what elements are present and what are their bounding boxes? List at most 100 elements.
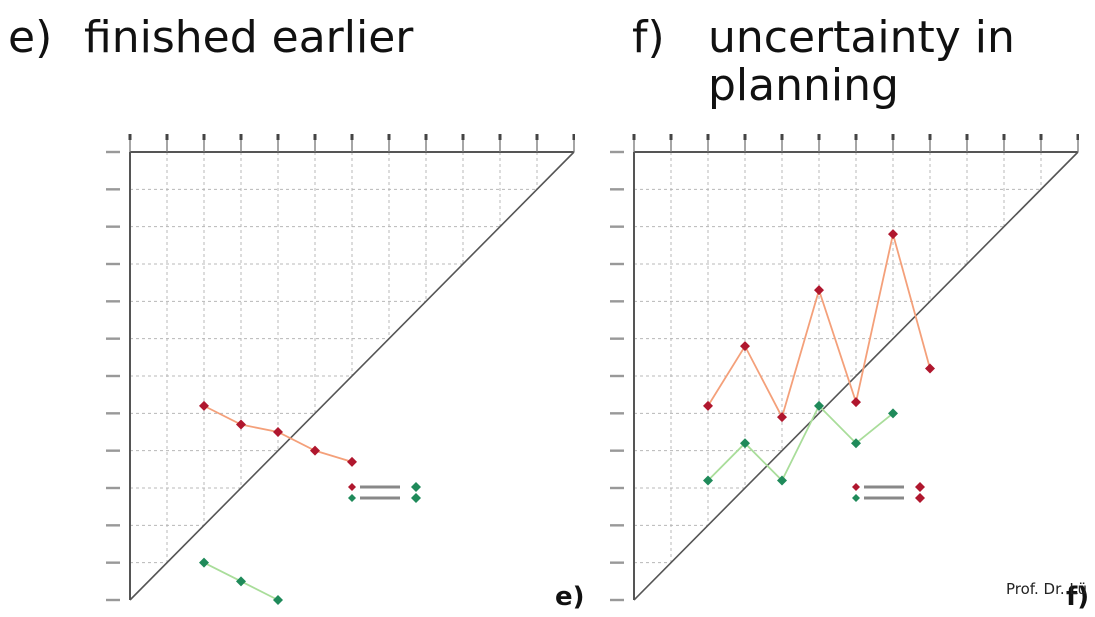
diagonal-line [633,151,1079,601]
left-tick-mark [610,300,624,303]
top-tick-mark [165,134,169,140]
top-tick-mark [706,134,710,140]
left-tick-mark [106,337,120,340]
left-tick-mark [610,262,624,266]
top-tick-mark [313,134,317,140]
data-point [777,475,787,486]
top-tick-mark [498,134,502,140]
data-point [851,397,861,408]
legend-marker [852,483,860,491]
data-point [310,445,320,456]
diagonal-line [129,151,575,601]
top-tick-mark [128,134,132,140]
top-tick-mark [632,134,636,140]
data-point [347,456,357,467]
chart-e-title: finished earlier [84,12,414,63]
left-tick-mark [610,449,624,452]
chart-f-letter: f) [632,12,665,63]
legend-marker [348,483,356,491]
left-tick-mark [106,561,120,564]
left-tick-mark [610,374,624,378]
chart-f-title-line-1: uncertainty in [708,12,1015,63]
top-tick-mark [780,134,784,140]
chart-f-corner-label: f) [1066,582,1090,612]
left-tick-mark [610,524,624,527]
milestone-trend-chart-e [106,134,575,605]
chart-f-title-line-2: planning [708,60,899,111]
top-tick-mark [669,134,673,140]
top-tick-mark [965,134,969,140]
top-tick-mark [817,134,821,140]
legend-end-marker [411,482,421,492]
left-tick-mark [106,486,120,490]
left-tick-mark [106,150,120,154]
legend-end-marker [915,482,925,492]
top-tick-mark [276,134,280,140]
left-tick-mark [610,150,624,154]
legend-text-mark [864,485,904,489]
legend [348,482,421,503]
top-tick-mark [202,134,206,140]
data-point [199,557,209,568]
left-tick-mark [610,337,624,340]
data-point [740,438,750,449]
top-tick-mark [1002,134,1006,140]
top-tick-mark [535,134,539,140]
legend [852,482,925,503]
grid [130,152,538,564]
data-point [814,400,824,411]
presenter-name: Prof. Dr. Lü [1006,580,1087,598]
left-tick-mark [106,300,120,303]
top-tick-mark [891,134,895,140]
legend-text-mark [864,496,904,500]
top-tick-mark [1039,134,1043,140]
left-tick-mark [610,598,624,602]
data-point [777,412,787,423]
data-point [888,229,898,240]
top-tick-mark [854,134,858,140]
data-point [273,427,283,437]
data-point [273,595,283,605]
legend-end-marker [411,493,421,503]
data-point [925,363,935,374]
data-point [199,400,209,411]
chart-f-title: uncertainty in planning [708,14,1015,110]
top-tick-mark [1076,134,1079,140]
chart-e-corner-label: e) [555,582,585,612]
top-tick-mark [572,134,575,140]
top-tick-mark [239,134,243,140]
chart-e-heading: e) finished earlier [8,14,413,62]
chart-e-letter: e) [8,12,53,63]
left-tick-mark [106,449,120,452]
top-tick-mark [350,134,354,140]
legend-marker [348,494,356,502]
grid [634,152,1042,564]
data-point [703,475,713,486]
left-tick-mark [106,225,120,228]
legend-text-mark [360,496,400,500]
legend-marker [852,494,860,502]
legend-text-mark [360,485,400,489]
chart-f-heading: f) uncertainty in planning [632,14,1015,110]
series-line-2 [707,404,894,483]
data-point [740,341,750,352]
left-tick-mark [610,412,624,415]
left-tick-mark [106,262,120,266]
left-tick-mark [106,598,120,602]
legend-end-marker [915,493,925,503]
top-tick-mark [387,134,391,140]
left-tick-mark [106,412,120,415]
data-point [888,408,898,419]
data-point [236,419,246,430]
left-tick-mark [106,524,120,527]
data-point [703,400,713,411]
top-tick-mark [743,134,747,140]
data-point [236,576,246,587]
left-tick-mark [610,188,624,191]
left-tick-mark [610,561,624,564]
left-tick-mark [610,225,624,228]
left-tick-mark [610,486,624,490]
top-tick-mark [928,134,932,140]
left-tick-mark [106,188,120,191]
milestone-trend-chart-f [610,134,1079,602]
